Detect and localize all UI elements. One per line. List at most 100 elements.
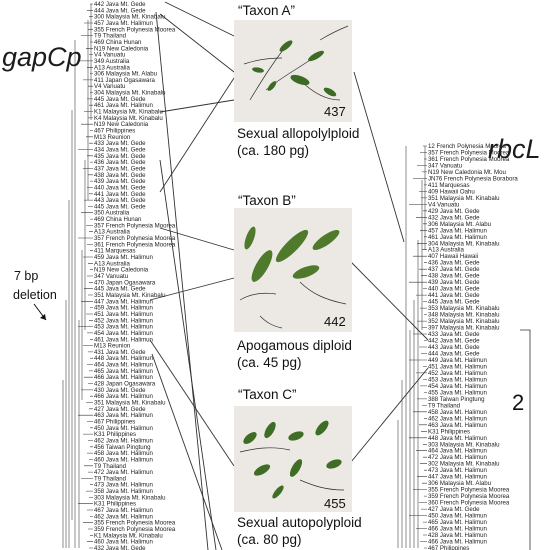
leaf-label: 12 French Polynesia Moorea xyxy=(428,143,507,150)
leaf-label: 351 Malaysia Mt. Kinabalu xyxy=(428,195,499,202)
leaf-label: A13 Australia xyxy=(428,247,465,254)
leaf-label: 388 Taiwan Pingtung xyxy=(428,396,484,403)
leaf-label: 302 Malaysia Mt. Kinabalu xyxy=(428,461,499,468)
leaf-label: 451 Java Mt. Halimun xyxy=(94,311,153,318)
leaf-label: 449 Java Mt. Halimun xyxy=(428,357,487,364)
leaf-label: 447 Java Mt. Halimun xyxy=(94,298,153,305)
leaf-label: A13 Australia xyxy=(94,260,131,267)
rbcl-title: rbcL xyxy=(488,134,541,164)
taxon-b-photo: 442 xyxy=(234,208,352,332)
leaf-label: 442 Java Mt. Gede xyxy=(94,1,146,8)
leaf-label: 347 Vanuatu xyxy=(428,163,462,170)
leaf-label: M13 Reunion xyxy=(94,134,130,141)
leaf-label: 467 Philippines xyxy=(428,545,469,550)
connector-line xyxy=(149,277,235,301)
leaf-label: 397 Malaysia Mt. Kinabalu xyxy=(428,325,499,332)
leaf-label: K31 Philippines xyxy=(94,501,136,508)
leaf-label: 355 French Polynesia Moorea xyxy=(428,487,510,494)
leaf-label: 473 Java Mt. Halimun xyxy=(94,482,153,489)
leaf-label: 434 Java Mt. Gede xyxy=(94,147,146,154)
tanglegram-connector-lines xyxy=(149,1,429,550)
tree-branches xyxy=(62,3,93,549)
leaf-label: 349 Australia xyxy=(94,58,130,65)
leaf-label: 436 Java Mt. Gede xyxy=(428,260,480,267)
leaf-label: 443 Java Mt. Gede xyxy=(428,344,480,351)
leaf-label: 450 Java Mt. Halimun xyxy=(94,425,153,432)
leaf-label: 448 Java Mt. Halimun xyxy=(94,355,153,362)
connector-line xyxy=(155,11,209,550)
leaf-label: 438 Java Mt. Gede xyxy=(428,273,480,280)
connector-line xyxy=(159,227,235,251)
leaf-label: 439 Java Mt. Gede xyxy=(94,178,146,185)
leaf-label: 433 Java Mt. Gede xyxy=(428,331,480,338)
leaf-label: 431 Java Mt. Gede xyxy=(94,349,146,356)
leaf-label: 462 Java Mt. Halimun xyxy=(428,415,487,422)
leaf-label: 453 Java Mt. Halimun xyxy=(428,376,487,383)
leaf-label: T9 Thailand xyxy=(94,475,126,482)
connector-line xyxy=(159,159,217,550)
frond-illustration xyxy=(239,447,345,491)
connector-line xyxy=(159,77,235,193)
taxon-c-genome-size: (ca. 80 pg) xyxy=(237,532,302,547)
taxon-a-photo: 437 xyxy=(234,20,352,122)
leaf-label: K1 Malaysia Mt. Kinabalu xyxy=(94,109,163,116)
taxon-b-ploidy: Apogamous diploid xyxy=(237,338,352,353)
leaf-label: 466 Java Mt. Halimun xyxy=(94,374,153,381)
leaf-label: 351 Malaysia Mt. Kinabalu xyxy=(94,292,165,299)
leaf-label: 469 China Hunan xyxy=(94,216,141,223)
leaf-label: 461 Java Mt. Halimun xyxy=(428,234,487,241)
leaf-label: 303 Malaysia Mt. Kinabalu xyxy=(94,494,165,501)
leaf-label: T9 Thailand xyxy=(94,463,126,470)
taxon-c-ploidy: Sexual autopolyploid xyxy=(237,515,362,530)
leaf-label: 461 Java Mt. Halimun xyxy=(94,102,153,109)
taxon-b-voucher: 442 xyxy=(324,314,346,329)
taxon-b-name: “Taxon B” xyxy=(238,193,296,208)
leaf-label: 447 Java Mt. Halimun xyxy=(428,474,487,481)
leaf-label: 357 French Polynesia Moorea xyxy=(428,150,510,157)
leaf-label: 357 French Polynesia Moorea xyxy=(94,222,176,229)
leaf-label: 445 Java Mt. Gede xyxy=(94,203,146,210)
leaf-label: 460 Java Mt. Halimun xyxy=(94,539,153,546)
leaf-label: 409 Hawaii Oahu xyxy=(428,188,475,195)
leaf-label: 451 Java Mt. Halimun xyxy=(428,364,487,371)
leaf-label: 459 Java Mt. Halimun xyxy=(94,254,153,261)
leaf-label: 433 Java Mt. Gede xyxy=(94,140,146,147)
connector-line xyxy=(159,13,235,73)
connector-line xyxy=(159,99,235,113)
leaf-label: 457 Java Mt. Halimun xyxy=(428,227,487,234)
leaf-label: 467 Java Mt. Halimun xyxy=(94,507,153,514)
leaf-label: N19 New Caledonia xyxy=(94,121,149,128)
leaf-label: N19 New Caledonia Mt. Mou xyxy=(428,169,506,176)
leaf-label: 453 Java Mt. Halimun xyxy=(94,324,153,331)
leaf-label: 306 Malaysia Mt. Alabu xyxy=(428,221,491,228)
leaf-label: K31 Philippines xyxy=(428,428,470,435)
leaf-label: 355 French Polynesia Moorea xyxy=(94,520,176,527)
leaf-label: 353 Malaysia Mt. Kinabalu xyxy=(428,305,499,312)
leaf-label: 457 Java Mt. Halimun xyxy=(94,20,153,27)
leaf-label: K4 Malaysia Mt. Kinabalu xyxy=(94,115,163,122)
leaf-label: 360 French Polynesia Moorea xyxy=(428,500,510,507)
leaf-label: 455 Java Mt. Halimun xyxy=(428,389,487,396)
frond-illustration xyxy=(239,281,347,329)
leaf-label: 437 Java Mt. Gede xyxy=(428,266,480,273)
leaf-label: 441 Java Mt. Gede xyxy=(428,292,480,299)
leaf-label: 460 Java Mt. Halimun xyxy=(94,456,153,463)
leaf-label: 445 Java Mt. Gede xyxy=(428,299,480,306)
leaf-label: N19 New Caledonia xyxy=(94,267,149,274)
leaf-label: 304 Malaysia Mt. Kinabalu xyxy=(94,90,165,97)
leaf-label: 347 Vanuatu xyxy=(94,273,128,280)
leaf-label: 467 Philippines xyxy=(94,419,135,426)
leaf-label: 456 Taiwan Pingtung xyxy=(94,444,150,451)
frond-leaves xyxy=(244,226,340,282)
leaf-label: 438 Java Mt. Gede xyxy=(94,172,146,179)
leaf-label: 440 Java Mt. Gede xyxy=(428,286,480,293)
leaf-label: 472 Java Mt. Halimun xyxy=(428,454,487,461)
leaf-label: 470 Japan Ogasawara xyxy=(94,279,156,286)
frond-leaves xyxy=(243,420,342,499)
leaf-label: 472 Java Mt. Halimun xyxy=(94,469,153,476)
leaf-label: 458 Java Mt. Halimun xyxy=(428,409,487,416)
leaf-label: 300 Malaysia Mt. Kinabalu xyxy=(94,14,165,21)
leaf-label: 443 Java Mt. Gede xyxy=(94,197,146,204)
leaf-label: 466 Java Mt. Halimun xyxy=(94,393,153,400)
